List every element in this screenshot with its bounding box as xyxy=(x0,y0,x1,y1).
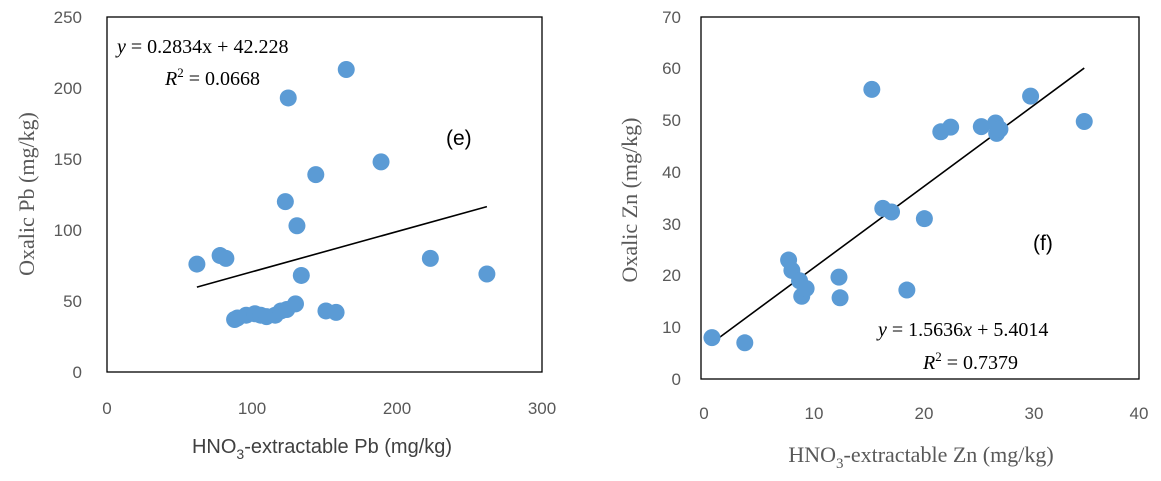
plot-frame-f xyxy=(700,16,1140,380)
regression-equation-e: y = 0.2834x + 42.228 xyxy=(115,36,288,58)
data-point xyxy=(831,289,849,307)
regression-equation-f: y = 1.5636x + 5.4014 xyxy=(876,319,1048,341)
y-tick-label-f: 0 xyxy=(672,370,681,389)
data-point xyxy=(421,249,439,267)
data-point xyxy=(279,89,297,107)
x-tick-label-e: 300 xyxy=(528,399,556,418)
x-tick-label-f: 40 xyxy=(1130,404,1149,423)
data-point xyxy=(327,303,345,321)
data-points-e xyxy=(188,61,496,328)
y-tick-label-f: 30 xyxy=(662,215,681,234)
data-point xyxy=(372,153,390,171)
y-axis-label-f: Oxalic Zn (mg/kg) xyxy=(617,118,642,283)
r-squared-e: R2 = 0.0668 xyxy=(164,65,260,90)
data-point xyxy=(991,120,1009,138)
trendline-f xyxy=(711,67,1085,344)
y-tick-label-f: 70 xyxy=(662,8,681,27)
data-point xyxy=(830,268,848,286)
data-point xyxy=(1022,87,1040,105)
y-tick-label-e: 0 xyxy=(73,363,82,382)
data-point xyxy=(898,281,916,299)
y-tick-label-f: 40 xyxy=(662,163,681,182)
plot-frame-e xyxy=(106,16,543,373)
x-axis-label-e: HNO3-extractable Pb (mg/kg) xyxy=(192,436,452,462)
data-point xyxy=(288,217,306,235)
y-tick-label-e: 250 xyxy=(54,8,82,27)
data-point xyxy=(972,118,990,136)
chart-e: 0 50 100 150 200 250 0 100 200 300 Oxali… xyxy=(14,8,556,462)
data-point xyxy=(478,265,496,283)
data-point xyxy=(863,80,881,98)
data-point xyxy=(915,210,933,228)
r-squared-f: R2 = 0.7379 xyxy=(922,349,1018,374)
x-tick-label-f: 30 xyxy=(1025,404,1044,423)
x-tick-label-e: 0 xyxy=(102,399,111,418)
data-point xyxy=(1075,112,1093,130)
x-axis-label-f: HNO3-extractable Zn (mg/kg) xyxy=(788,442,1053,472)
y-tick-label-f: 50 xyxy=(662,111,681,130)
data-point xyxy=(736,334,754,352)
data-point xyxy=(188,255,206,273)
y-tick-label-e: 100 xyxy=(54,221,82,240)
data-point xyxy=(307,166,325,184)
panel-label-e: (e) xyxy=(446,127,472,150)
x-tick-label-f: 20 xyxy=(915,404,934,423)
y-tick-label-e: 150 xyxy=(54,150,82,169)
y-tick-label-e: 200 xyxy=(54,79,82,98)
y-tick-label-f: 20 xyxy=(662,266,681,285)
data-point xyxy=(797,280,815,297)
data-point xyxy=(337,61,355,79)
y-tick-label-f: 60 xyxy=(662,59,681,78)
x-tick-label-f: 0 xyxy=(699,404,708,423)
data-point xyxy=(883,203,901,221)
chart-f: 0 10 20 30 40 50 60 70 0 10 20 30 40 Oxa… xyxy=(617,8,1148,472)
data-point xyxy=(292,266,310,284)
x-tick-label-e: 100 xyxy=(238,399,266,418)
y-tick-label-f: 10 xyxy=(662,318,681,337)
data-point xyxy=(276,193,294,211)
x-tick-label-f: 10 xyxy=(805,404,824,423)
trendline-e xyxy=(196,205,488,288)
data-point xyxy=(703,329,721,347)
data-point xyxy=(942,118,960,136)
data-points-f xyxy=(703,80,1093,352)
y-axis-label-e: Oxalic Pb (mg/kg) xyxy=(14,112,39,276)
x-tick-label-e: 200 xyxy=(383,399,411,418)
data-point xyxy=(287,295,304,313)
data-point xyxy=(217,249,235,267)
y-tick-label-e: 50 xyxy=(63,292,82,311)
panel-label-f: (f) xyxy=(1033,232,1053,255)
